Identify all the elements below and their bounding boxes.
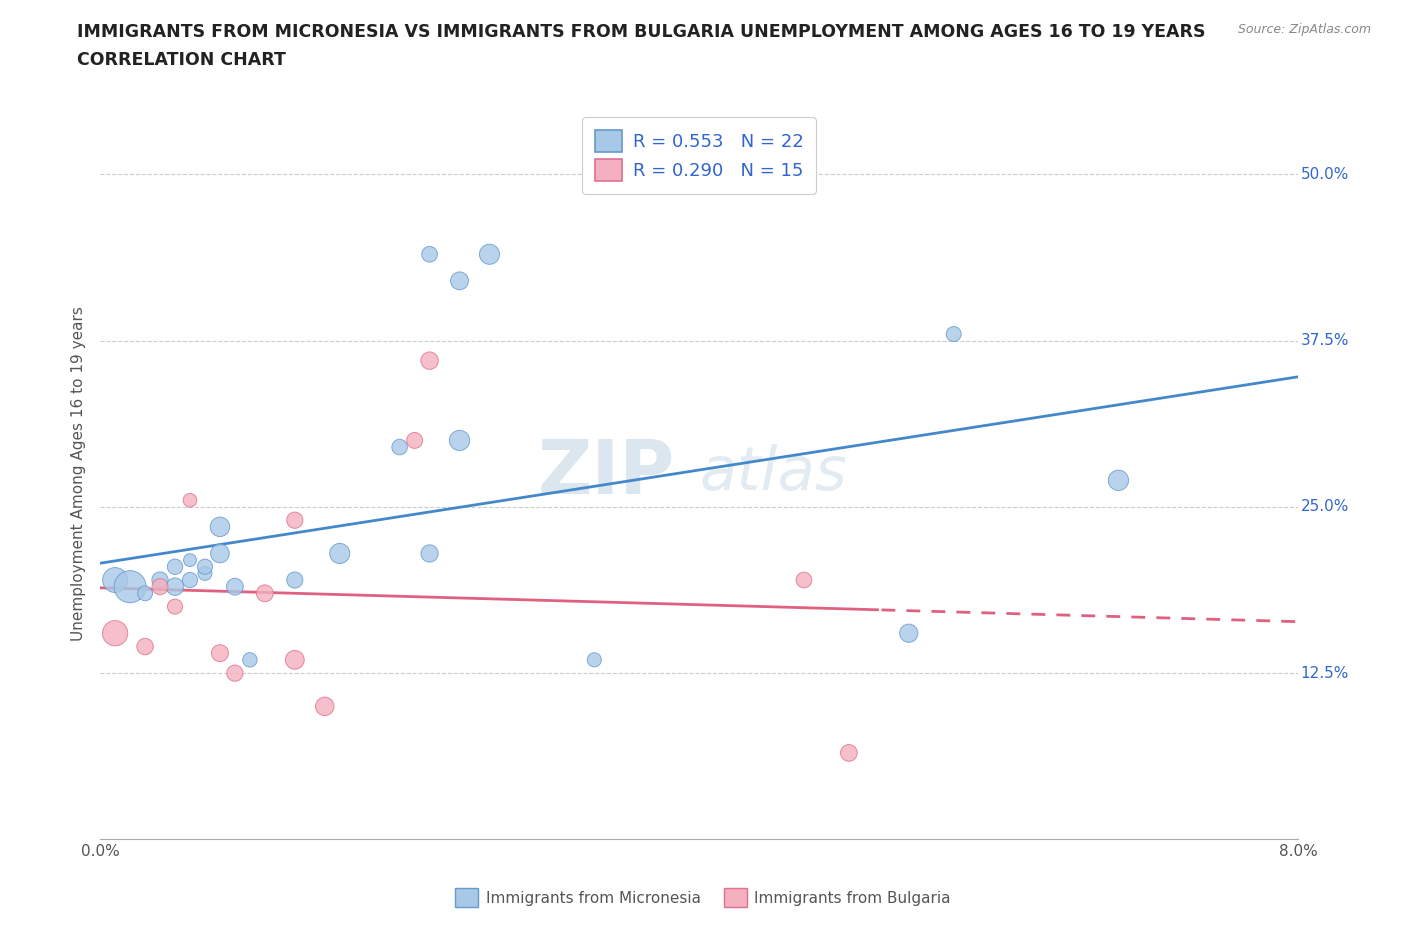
Text: 50.0%: 50.0% [1301,167,1348,182]
Point [179,493,201,508]
Point [478,246,501,261]
Point [208,546,231,561]
Point [224,666,246,681]
Point [284,652,307,667]
Point [1107,472,1129,487]
Point [149,573,172,588]
Point [208,520,231,535]
Point [208,645,231,660]
Point [404,433,426,448]
Point [284,573,307,588]
Point [253,586,276,601]
Point [942,326,965,341]
Point [388,440,411,455]
Point [838,746,860,761]
Point [163,559,186,574]
Point [314,699,336,714]
Legend: R = 0.553   N = 22, R = 0.290   N = 15: R = 0.553 N = 22, R = 0.290 N = 15 [582,117,815,193]
Text: 12.5%: 12.5% [1301,666,1348,681]
Point [329,546,352,561]
Point [104,573,127,588]
Point [793,573,815,588]
Point [449,273,471,288]
Text: ZIP: ZIP [538,437,675,511]
Text: 37.5%: 37.5% [1301,333,1348,348]
Point [449,433,471,448]
Point [419,246,441,261]
Text: CORRELATION CHART: CORRELATION CHART [77,51,287,69]
Point [419,546,441,561]
Point [104,626,127,641]
Y-axis label: Unemployment Among Ages 16 to 19 years: Unemployment Among Ages 16 to 19 years [72,306,86,641]
Point [194,559,217,574]
Point [897,626,920,641]
Point [179,552,201,567]
Text: IMMIGRANTS FROM MICRONESIA VS IMMIGRANTS FROM BULGARIA UNEMPLOYMENT AMONG AGES 1: IMMIGRANTS FROM MICRONESIA VS IMMIGRANTS… [77,23,1206,41]
Point [583,652,606,667]
Point [194,566,217,581]
Text: Source: ZipAtlas.com: Source: ZipAtlas.com [1237,23,1371,36]
Point [163,599,186,614]
Point [284,512,307,527]
Point [179,573,201,588]
Text: atlas: atlas [699,445,846,503]
Point [134,639,156,654]
Point [120,579,142,594]
Point [419,353,441,368]
Point [239,652,262,667]
Point [134,586,156,601]
Legend: Immigrants from Micronesia, Immigrants from Bulgaria: Immigrants from Micronesia, Immigrants f… [449,883,957,913]
Text: 25.0%: 25.0% [1301,499,1348,514]
Point [149,579,172,594]
Point [224,579,246,594]
Point [163,579,186,594]
